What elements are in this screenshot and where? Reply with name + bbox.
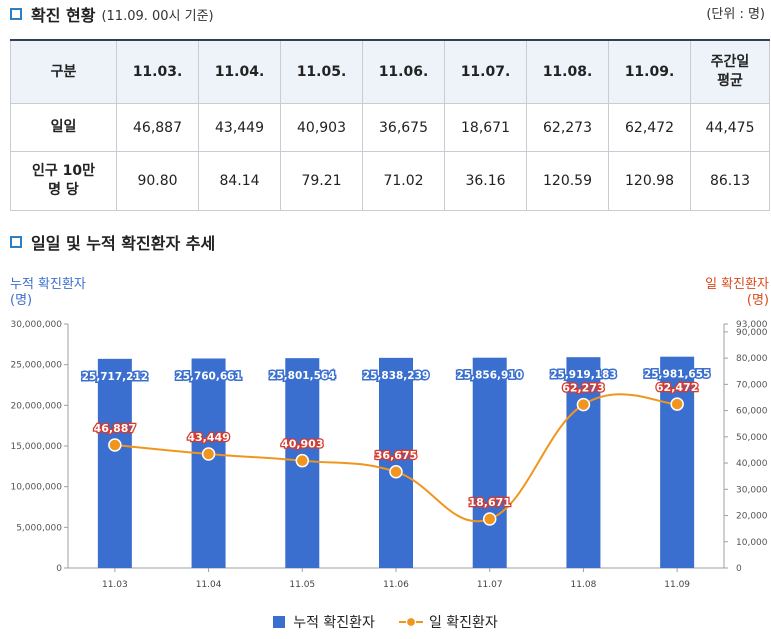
left-axis-tick-label: 5,000,000 [16, 523, 62, 533]
right-axis-tick-label: 60,000 [736, 407, 768, 417]
daily-data-label: 40,903 [281, 438, 323, 451]
table-cell: 79.21 [280, 151, 363, 211]
right-axis-tick-label: 40,000 [736, 459, 768, 469]
x-axis-tick-label: 11.08 [571, 580, 597, 590]
chart-section-title: 일일 및 누적 확진환자 추세 [31, 234, 216, 253]
right-axis-tick-label: 80,000 [736, 354, 768, 364]
right-axis-tick-label: 30,000 [736, 485, 768, 495]
left-axis-tick-label: 20,000,000 [10, 401, 62, 411]
table-row: 인구 10만 명 당 90.80 84.14 79.21 71.02 36.16… [10, 151, 770, 211]
table-row: 일일 46,887 43,449 40,903 36,675 18,671 62… [10, 103, 770, 152]
legend-item-cumulative: 누적 확진환자 [273, 612, 375, 632]
daily-data-label: 43,449 [187, 431, 229, 444]
right-axis-tick-label: 93,000 [736, 320, 768, 330]
x-axis-tick-label: 11.05 [289, 580, 315, 590]
bar [191, 358, 226, 568]
column-header: 11.09. [608, 39, 691, 104]
daily-point [576, 397, 591, 412]
right-axis-tick-label: 20,000 [736, 512, 768, 522]
bar [566, 357, 601, 568]
x-axis-tick-label: 11.09 [664, 580, 690, 590]
column-header: 11.03. [116, 39, 199, 104]
bar-data-label: 25,856,910 [456, 370, 522, 382]
daily-data-label: 62,273 [562, 382, 604, 395]
x-axis-tick-label: 11.04 [196, 580, 222, 590]
table-cell: 71.02 [362, 151, 445, 211]
column-header: 11.07. [444, 39, 527, 104]
legend-line-swatch [398, 616, 423, 628]
section-bullet-icon [10, 236, 22, 248]
x-axis-tick-label: 11.07 [477, 580, 503, 590]
table-cell: 44,475 [690, 103, 770, 152]
chart-section-header: 일일 및 누적 확진환자 추세 [10, 230, 215, 254]
table-cell: 62,273 [526, 103, 609, 152]
daily-point [295, 453, 310, 468]
left-axis-tick-label: 25,000,000 [10, 361, 62, 371]
table-cell: 84.14 [198, 151, 281, 211]
table-cell: 120.59 [526, 151, 609, 211]
daily-point [670, 397, 684, 411]
daily-data-label: 18,671 [468, 496, 510, 509]
table-cell: 36.16 [444, 151, 527, 211]
status-section-header: 확진 현황 (11.09. 00시 기준) [10, 2, 214, 26]
left-axis-title: (명) [10, 293, 32, 308]
table-header-row: 구분 11.03. 11.04. 11.05. 11.06. 11.07. 11… [10, 39, 770, 104]
column-header: 11.04. [198, 39, 281, 104]
bar [379, 357, 413, 568]
daily-point [482, 512, 497, 526]
column-header: 11.06. [362, 39, 445, 104]
bar-data-label: 25,717,212 [82, 371, 148, 383]
right-axis-title: 일 확진환자 [705, 277, 769, 292]
status-title: 확진 현황 [31, 6, 96, 25]
right-axis-tick-label: 10,000 [736, 538, 768, 548]
row-header: 인구 10만 명 당 [10, 151, 117, 211]
right-axis-tick-label: 0 [736, 564, 742, 574]
column-header: 구분 [10, 39, 117, 104]
table-cell: 90.80 [116, 151, 199, 211]
left-axis-tick-label: 15,000,000 [10, 442, 62, 452]
daily-point [389, 465, 403, 479]
chart-legend: 누적 확진환자 일 확진환자 [0, 612, 771, 632]
section-bullet-icon [10, 8, 22, 20]
unit-label: (단위 : 명) [706, 7, 765, 22]
right-axis-tick-label: 70,000 [736, 380, 768, 390]
x-axis-tick-label: 11.06 [383, 580, 409, 590]
bar-data-label: 25,760,661 [175, 370, 241, 382]
legend-item-daily: 일 확진환자 [398, 612, 498, 632]
bar-data-label: 25,838,239 [363, 370, 429, 382]
bar [472, 357, 507, 568]
status-table: 구분 11.03. 11.04. 11.05. 11.06. 11.07. 11… [10, 39, 770, 211]
table-cell: 86.13 [690, 151, 770, 211]
legend-label: 일 확진환자 [428, 615, 498, 631]
daily-data-label: 36,675 [375, 449, 417, 462]
table-cell: 18,671 [444, 103, 527, 152]
right-axis-title: (명) [747, 293, 769, 308]
right-axis-tick-label: 90,000 [736, 328, 768, 338]
left-axis-tick-label: 10,000,000 [10, 483, 62, 493]
left-axis-title: 누적 확진환자 [10, 277, 86, 292]
daily-data-label: 62,472 [656, 381, 698, 394]
bar [660, 356, 695, 568]
bar-data-label: 25,801,564 [269, 370, 335, 382]
x-axis-tick-label: 11.03 [102, 580, 128, 590]
table-cell: 120.98 [608, 151, 691, 211]
daily-point [108, 438, 122, 452]
left-axis-tick-label: 30,000,000 [10, 320, 62, 330]
right-axis-tick-label: 50,000 [736, 433, 768, 443]
legend-bar-swatch [273, 616, 286, 628]
legend-label: 누적 확진환자 [293, 615, 375, 631]
status-subtitle: (11.09. 00시 기준) [101, 8, 214, 24]
bar-data-label: 25,919,183 [550, 369, 616, 381]
left-axis-tick-label: 0 [56, 564, 62, 574]
daily-point [201, 447, 216, 461]
column-header: 11.08. [526, 39, 609, 104]
bar [97, 358, 132, 568]
table-cell: 43,449 [198, 103, 281, 152]
bar-data-label: 25,981,655 [644, 369, 710, 381]
daily-data-label: 46,887 [94, 422, 136, 435]
